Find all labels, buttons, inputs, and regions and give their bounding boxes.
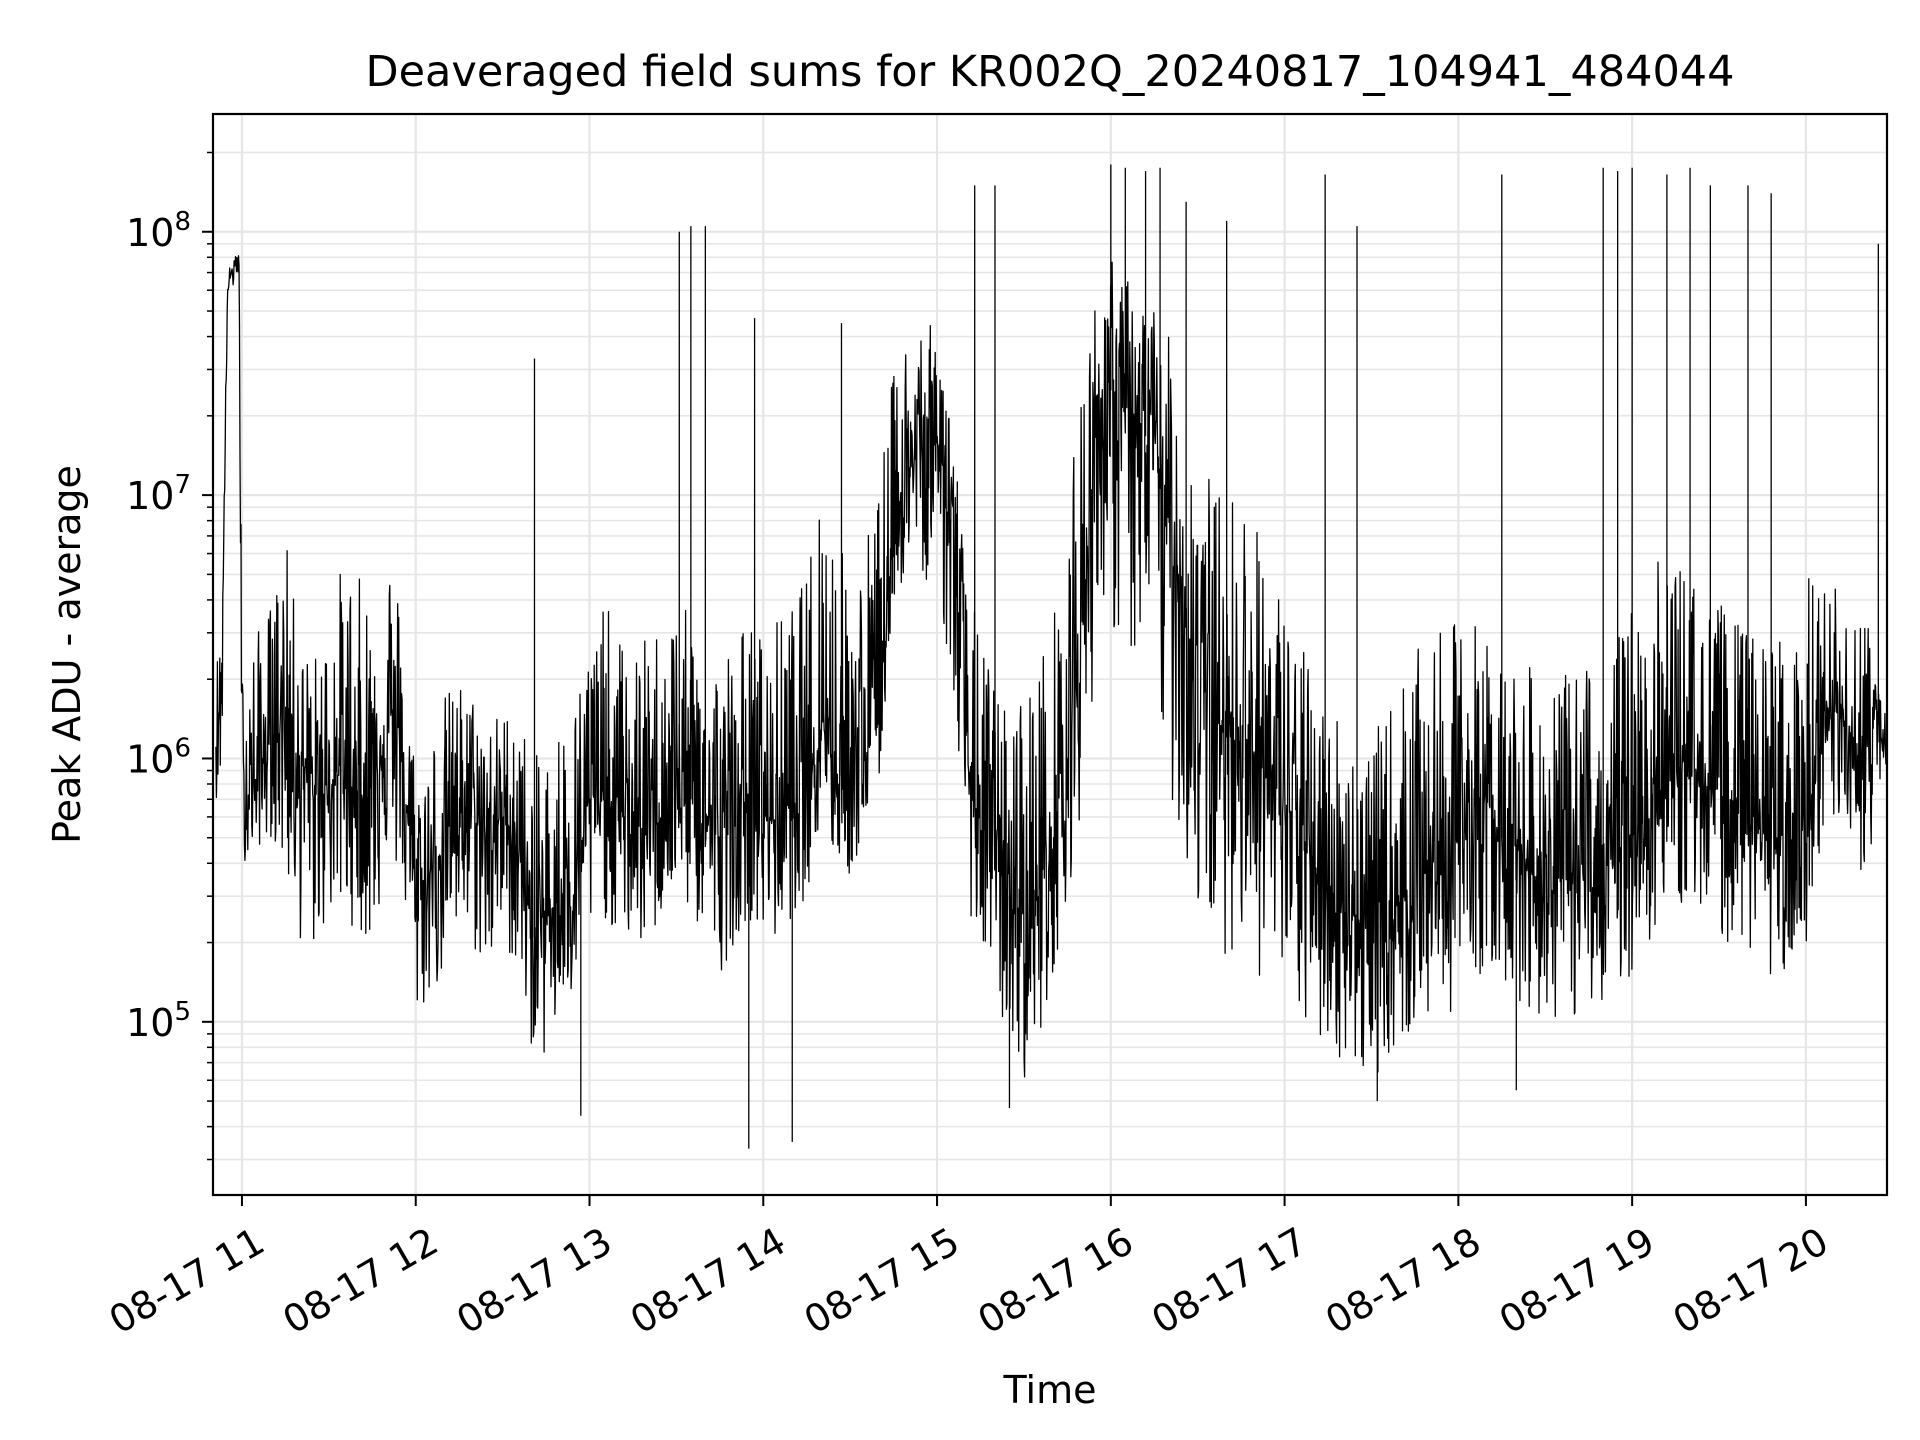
data-layer	[215, 164, 1888, 1149]
y-tick-label: 107	[126, 470, 191, 518]
y-tick-label: 106	[126, 733, 191, 781]
plot-area-frame	[211, 112, 1889, 1197]
series-line	[215, 255, 1888, 1078]
y-axis-label: Peak ADU - average	[45, 465, 89, 844]
chart-title: Deaveraged field sums for KR002Q_2024081…	[365, 47, 1734, 97]
y-tick-label: 105	[126, 997, 191, 1045]
y-tick-label: 108	[126, 207, 191, 255]
x-axis-label: Time	[1003, 1368, 1097, 1412]
y-axis-ticks: 105 106 107 108	[126, 151, 213, 1161]
